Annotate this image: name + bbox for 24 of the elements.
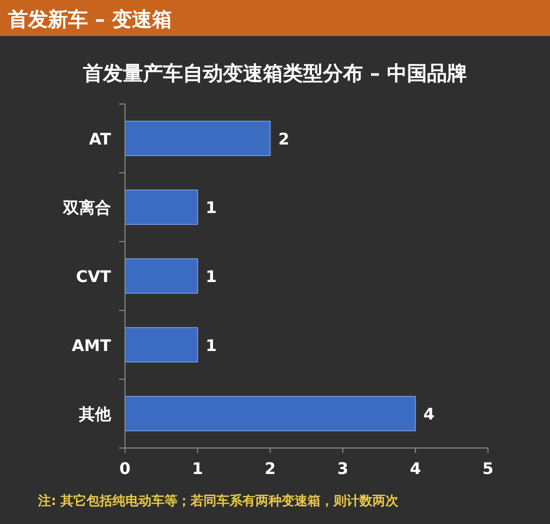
data-label: 1 [206, 336, 217, 355]
bar [124, 120, 271, 156]
data-label: 1 [206, 267, 217, 286]
bar [124, 396, 416, 432]
text: 注: 其它包括纯电动车等；若同车系有两种变速箱，则计数两次 [37, 493, 400, 509]
chart-title: 首发新车 – 变速箱 [7, 7, 172, 31]
bar [124, 258, 198, 294]
y-tick-label: 其他 [78, 404, 112, 424]
x-tick-label: 5 [482, 459, 494, 478]
y-tick-label: AMT [72, 336, 112, 355]
data-label: 2 [278, 129, 290, 148]
bar [124, 190, 198, 225]
bar [124, 327, 198, 362]
x-tick-label: 3 [337, 459, 348, 478]
y-tick-label: AT [88, 129, 112, 148]
x-tick-label: 1 [192, 459, 204, 478]
x-tick-label: 4 [410, 459, 421, 478]
x-tick-label: 2 [264, 459, 276, 478]
y-tick-label: 双离合 [62, 198, 111, 218]
data-label: 1 [206, 198, 217, 218]
chart-subtitle: 首发量产车自动变速箱类型分布 – 中国品牌 [82, 61, 467, 85]
y-tick-label: CVT [76, 267, 112, 286]
x-tick-label: 0 [119, 459, 131, 478]
data-label: 4 [423, 404, 435, 424]
